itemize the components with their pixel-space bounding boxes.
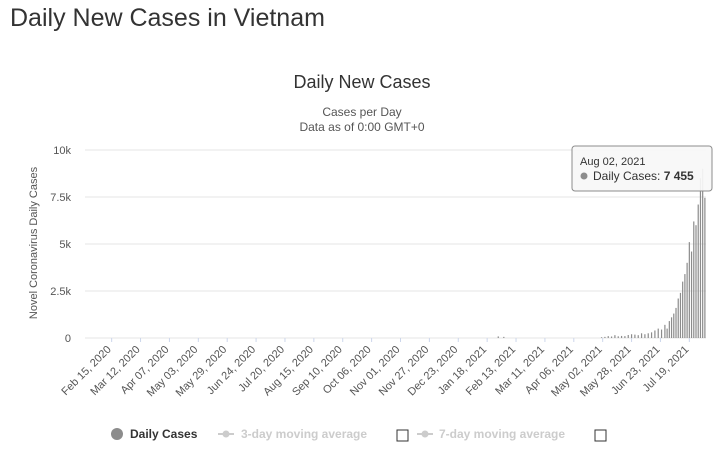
bar[interactable] <box>679 292 682 338</box>
bar[interactable] <box>620 335 623 338</box>
bar[interactable] <box>699 178 702 338</box>
legend-label-7day: 7-day moving average <box>439 427 565 441</box>
checkbox-7day[interactable] <box>594 429 607 442</box>
legend: Daily Cases 3-day moving average 7-day m… <box>111 427 607 442</box>
y-tick-label: 2.5k <box>50 286 71 298</box>
bar[interactable] <box>627 334 629 338</box>
bar[interactable] <box>688 242 690 338</box>
chart-subtitle-line-2: Data as of 0:00 GMT+0 <box>299 120 424 134</box>
tooltip-value: 7 455 <box>664 169 694 183</box>
tooltip-date: Aug 02, 2021 <box>580 156 645 168</box>
line-marker-dot-icon <box>421 430 429 438</box>
bar[interactable] <box>600 337 603 338</box>
circle-marker-icon <box>111 428 123 440</box>
tooltip-series: Daily Cases: 7 455 <box>593 169 694 183</box>
bars[interactable] <box>497 168 706 339</box>
bar[interactable] <box>610 336 613 339</box>
page-title: Daily New Cases in Vietnam <box>10 4 325 32</box>
bar[interactable] <box>666 328 668 338</box>
bar[interactable] <box>624 336 626 338</box>
chart-subtitle-line-1: Cases per Day <box>322 105 401 119</box>
bar[interactable] <box>630 334 633 338</box>
tooltip-colon: : <box>657 169 664 183</box>
bar[interactable] <box>503 336 505 338</box>
bar[interactable] <box>654 330 656 338</box>
bar[interactable] <box>686 262 688 338</box>
y-tick-label: 10k <box>53 145 71 157</box>
y-tick-label: 7.5k <box>50 192 71 204</box>
bar[interactable] <box>697 204 699 338</box>
legend-item-daily-cases[interactable]: Daily Cases <box>111 427 198 441</box>
bar[interactable] <box>704 197 706 338</box>
bar[interactable] <box>604 336 606 338</box>
bar[interactable] <box>647 333 649 338</box>
bar[interactable] <box>673 313 675 338</box>
checkbox-3day[interactable] <box>396 429 409 442</box>
bar[interactable] <box>677 298 679 338</box>
tooltip-box <box>571 145 713 192</box>
y-axis-ticks: 0 2.5k 5k 7.5k 10k <box>50 145 71 345</box>
y-axis-label: Novel Coronavirus Daily Cases <box>28 166 40 319</box>
bar[interactable] <box>660 329 663 338</box>
bar[interactable] <box>650 332 653 338</box>
bar[interactable] <box>675 307 677 338</box>
legend-label-daily-cases: Daily Cases <box>130 427 198 441</box>
bar[interactable] <box>607 336 609 338</box>
bar[interactable] <box>617 336 619 338</box>
tooltip-marker-icon <box>580 172 588 180</box>
legend-item-3day[interactable]: 3-day moving average <box>218 427 409 442</box>
bar[interactable] <box>644 334 646 338</box>
bar[interactable] <box>690 251 693 338</box>
chart-title: Daily New Cases <box>293 72 430 92</box>
legend-item-7day[interactable]: 7-day moving average <box>417 427 607 442</box>
legend-label-3day: 3-day moving average <box>241 427 367 441</box>
y-tick-label: 0 <box>65 333 71 345</box>
tooltip: Aug 02, 2021 Daily Cases: 7 455 <box>571 145 713 192</box>
bar[interactable] <box>670 317 673 338</box>
tooltip-series-name: Daily Cases <box>593 169 657 183</box>
bar[interactable] <box>640 333 643 338</box>
bar[interactable] <box>684 274 686 338</box>
bar[interactable] <box>664 324 666 338</box>
bar[interactable] <box>657 328 659 338</box>
bar[interactable] <box>637 335 639 338</box>
bar[interactable] <box>668 321 670 338</box>
bar[interactable] <box>497 336 499 338</box>
bar[interactable] <box>693 221 695 338</box>
bar[interactable] <box>695 225 697 338</box>
bar[interactable] <box>702 168 704 338</box>
bar[interactable] <box>634 334 636 338</box>
bar[interactable] <box>614 335 616 338</box>
bar[interactable] <box>682 281 684 338</box>
line-marker-dot-icon <box>222 430 230 438</box>
y-tick-label: 5k <box>59 239 71 251</box>
